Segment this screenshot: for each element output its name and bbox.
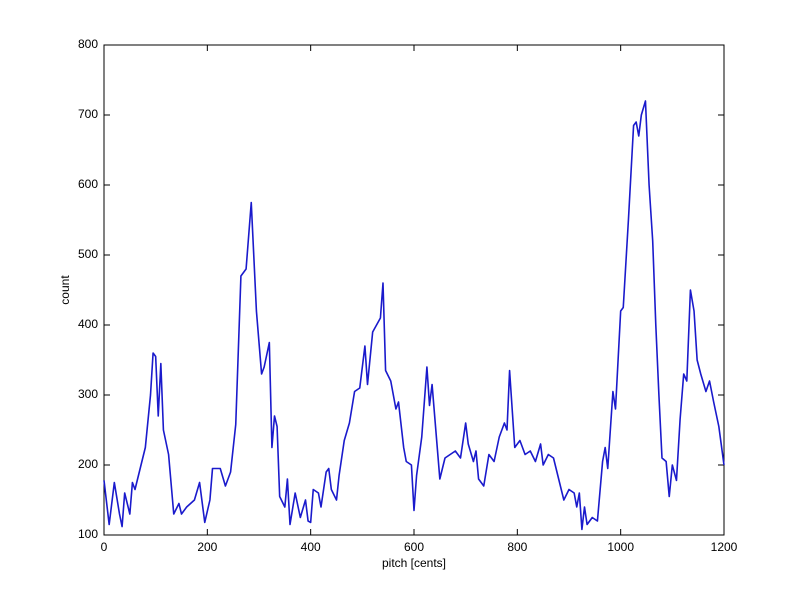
- y-axis-label: count: [58, 275, 72, 305]
- y-tick-label: 600: [78, 177, 98, 191]
- x-tick-label: 600: [404, 540, 424, 554]
- plot-frame: [103, 44, 725, 536]
- y-tick-label: 400: [78, 317, 98, 331]
- x-tick-label: 400: [301, 540, 321, 554]
- x-tick-label: 0: [101, 540, 108, 554]
- x-tick-label: 1200: [711, 540, 738, 554]
- data-line: [103, 100, 725, 531]
- y-tick-label: 300: [78, 387, 98, 401]
- x-tick-label: 800: [507, 540, 527, 554]
- x-tick-label: 200: [197, 540, 217, 554]
- y-tick-label: 800: [78, 37, 98, 51]
- y-tick-label: 700: [78, 107, 98, 121]
- x-tick-label: 1000: [607, 540, 634, 554]
- y-tick-label: 100: [78, 527, 98, 541]
- y-tick-label: 200: [78, 457, 98, 471]
- y-tick-label: 500: [78, 247, 98, 261]
- x-axis-label: pitch [cents]: [382, 556, 446, 570]
